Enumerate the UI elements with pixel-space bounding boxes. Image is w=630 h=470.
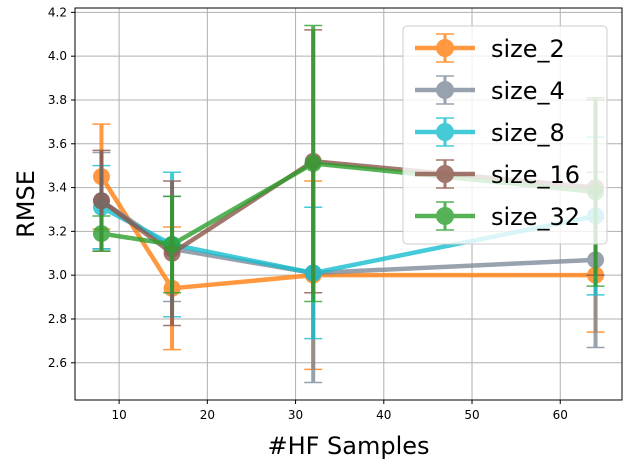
y-tick-label: 2.6 <box>48 356 67 370</box>
y-tick-label: 2.8 <box>48 312 67 326</box>
y-tick-label: 3.2 <box>48 224 67 238</box>
legend-item-size_16: size_16 <box>415 159 580 189</box>
x-tick-label: 20 <box>200 408 215 422</box>
legend-item-size_32: size_32 <box>415 201 580 231</box>
y-tick-label: 3.6 <box>48 137 67 151</box>
legend-item-size_4: size_4 <box>415 75 565 105</box>
data-point <box>92 225 110 243</box>
x-tick-label: 40 <box>376 408 391 422</box>
ticks: 10 20 30 40 50 60 2.6 2.8 3.0 3.2 3.4 3.6 3.8 4.0 4.2 <box>48 5 568 422</box>
legend-marker <box>436 123 454 141</box>
legend-box <box>402 25 608 245</box>
legend-label: size_32 <box>491 203 580 231</box>
legend-label: size_2 <box>491 35 565 63</box>
y-tick-label: 4.2 <box>48 5 67 19</box>
y-tick-label: 4.0 <box>48 49 67 63</box>
legend-marker <box>436 207 454 225</box>
data-point <box>92 192 110 210</box>
y-tick-label: 3.0 <box>48 268 67 282</box>
x-tick-label: 60 <box>553 408 568 422</box>
data-point <box>304 154 322 172</box>
legend-swatch <box>415 159 475 189</box>
legend: size_2 size_4 size_8 size_16 size_32 <box>402 25 608 245</box>
legend-marker <box>436 39 454 57</box>
legend-swatch <box>415 75 475 105</box>
legend-label: size_4 <box>491 77 565 105</box>
legend-swatch <box>415 33 475 63</box>
x-tick-label: 50 <box>464 408 479 422</box>
legend-label: size_8 <box>491 119 565 147</box>
series-line <box>99 175 596 291</box>
legend-label: size_16 <box>491 161 580 189</box>
legend-item-size_8: size_8 <box>415 117 565 147</box>
legend-marker <box>436 165 454 183</box>
legend-swatch <box>415 117 475 147</box>
data-point <box>163 236 181 254</box>
y-axis-label: RMSE <box>12 170 40 238</box>
y-tick-label: 3.8 <box>48 93 67 107</box>
plot-frame <box>74 7 623 401</box>
legend-marker <box>436 81 454 99</box>
y-tick-label: 3.4 <box>48 181 67 195</box>
x-tick-label: 30 <box>288 408 303 422</box>
x-tick-label: 10 <box>111 408 126 422</box>
legend-swatch <box>415 201 475 231</box>
legend-item-size_2: size_2 <box>415 33 565 63</box>
x-axis-label: #HF Samples <box>267 432 429 460</box>
